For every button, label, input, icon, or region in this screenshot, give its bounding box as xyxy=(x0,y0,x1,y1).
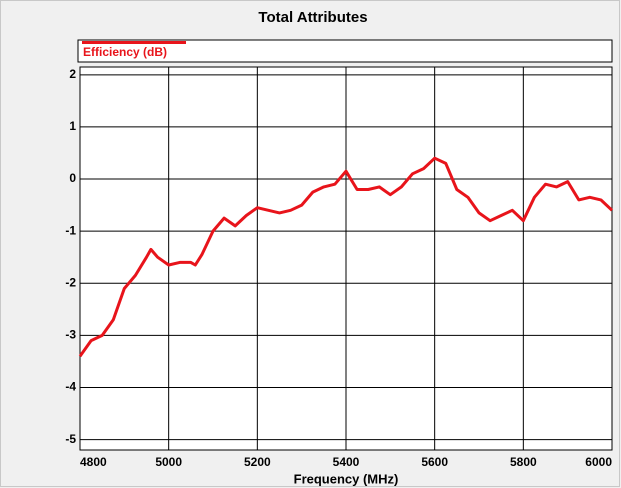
y-tick-label: 1 xyxy=(69,119,76,133)
y-tick-label: 0 xyxy=(69,171,76,185)
legend-label: Efficiency (dB) xyxy=(83,45,167,59)
y-tick-label: -2 xyxy=(65,275,76,289)
x-tick-label: 4800 xyxy=(80,455,107,469)
y-tick-label: 2 xyxy=(69,67,76,81)
x-tick-label: 5600 xyxy=(421,455,448,469)
y-tick-label: -1 xyxy=(65,223,76,237)
y-tick-label: -5 xyxy=(65,432,76,446)
legend-swatch xyxy=(82,41,186,44)
chart-title: Total Attributes xyxy=(258,9,367,26)
legend-box xyxy=(77,39,613,63)
x-tick-label: 5000 xyxy=(155,455,182,469)
x-tick-label: 5800 xyxy=(510,455,537,469)
x-tick-label: 5200 xyxy=(244,455,271,469)
y-tick-label: -4 xyxy=(65,380,76,394)
y-tick-label: -3 xyxy=(65,328,76,342)
x-axis-label: Frequency (MHz) xyxy=(294,471,399,486)
x-tick-label: 5400 xyxy=(333,455,360,469)
data-line xyxy=(78,156,614,358)
x-tick-label: 6000 xyxy=(585,455,612,469)
